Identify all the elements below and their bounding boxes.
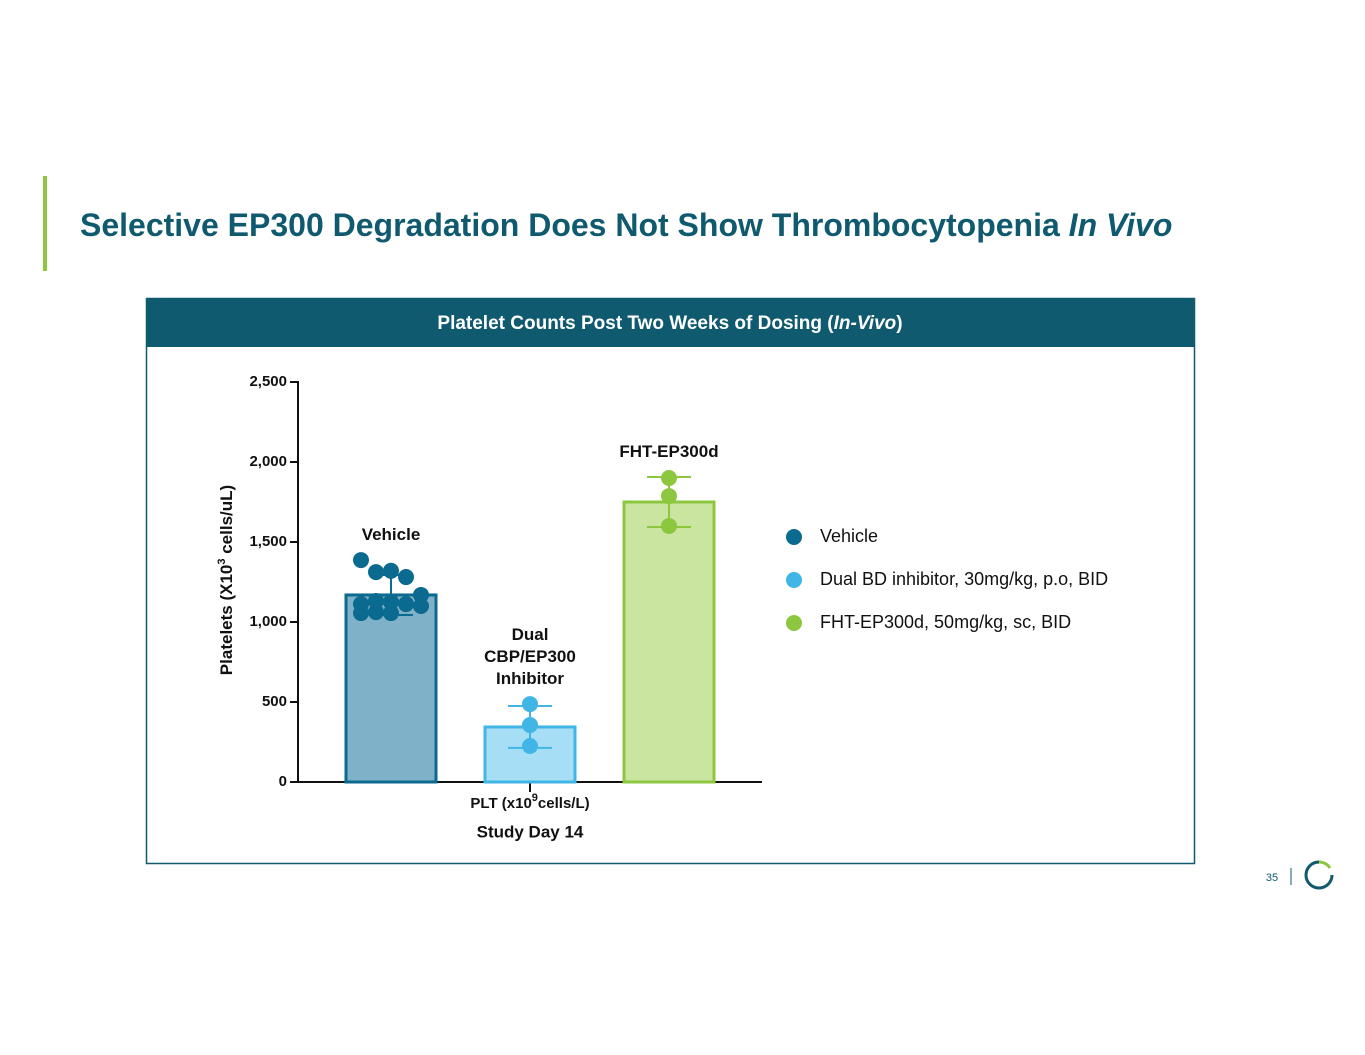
data-point xyxy=(661,488,677,505)
text-part: 3 xyxy=(216,559,228,565)
logo-accent xyxy=(1318,860,1332,869)
data-point xyxy=(661,470,677,486)
y-tick-label: 0 xyxy=(279,773,287,790)
legend-label: Dual BD inhibitor, 30mg/kg, p.o, BID xyxy=(820,569,1108,589)
page-number: 35 xyxy=(1266,872,1278,884)
legend-marker xyxy=(786,615,802,631)
data-point xyxy=(661,518,677,534)
data-point xyxy=(398,596,414,613)
data-point xyxy=(383,605,399,622)
y-tick-label: 500 xyxy=(262,693,287,710)
data-point xyxy=(413,586,429,603)
legend-label: FHT-EP300d, 50mg/kg, sc, BID xyxy=(820,612,1071,632)
text-part: Platelet Counts Post Two Weeks of Dosing… xyxy=(437,313,834,334)
text-part: 9 xyxy=(532,792,538,804)
bar xyxy=(344,593,438,784)
data-point xyxy=(368,604,384,621)
text-part: cells/uL) xyxy=(217,485,236,559)
data-point xyxy=(383,594,399,610)
text-part: In Vivo xyxy=(1069,207,1173,243)
data-point xyxy=(413,598,429,614)
y-tick-label: 2,000 xyxy=(249,453,287,470)
y-axis-label: Platelets (X103 cells/uL) xyxy=(216,485,237,675)
text-part: Platelets (X10 xyxy=(217,565,236,676)
data-point xyxy=(522,738,538,754)
data-point xyxy=(368,593,384,610)
legend-marker xyxy=(786,572,802,588)
bar xyxy=(622,500,716,784)
x-sublabel: Study Day 14 xyxy=(477,822,584,841)
text-part: ) xyxy=(896,313,902,334)
slide-title: Selective EP300 Degradation Does Not Sho… xyxy=(80,207,1172,243)
title-accent xyxy=(43,176,47,271)
x-axis-label: PLT (x109cells/L) xyxy=(470,792,589,812)
text-part: cells/L) xyxy=(538,795,590,812)
data-point xyxy=(398,569,414,586)
data-point xyxy=(353,605,369,622)
text-part: In-Vivo xyxy=(834,313,897,334)
y-tick-label: 1,500 xyxy=(249,533,287,550)
data-point xyxy=(353,552,369,569)
bar-label: Vehicle xyxy=(361,525,421,545)
y-tick-label: 1,000 xyxy=(249,613,287,630)
data-point xyxy=(368,564,384,581)
text-part: PLT (x10 xyxy=(470,795,531,812)
legend-label: Vehicle xyxy=(820,526,878,546)
data-point xyxy=(522,717,538,734)
bar-label: Dual CBP/EP300 Inhibitor xyxy=(484,625,576,689)
panel-header xyxy=(146,298,1195,347)
bar-label: FHT-EP300d xyxy=(619,442,719,462)
panel-title: Platelet Counts Post Two Weeks of Dosing… xyxy=(437,313,902,334)
legend-marker xyxy=(786,529,802,545)
y-tick-label: 2,500 xyxy=(249,373,287,390)
text-part: Selective EP300 Degradation Does Not Sho… xyxy=(80,207,1069,243)
data-point xyxy=(383,562,399,579)
data-point xyxy=(522,696,538,713)
